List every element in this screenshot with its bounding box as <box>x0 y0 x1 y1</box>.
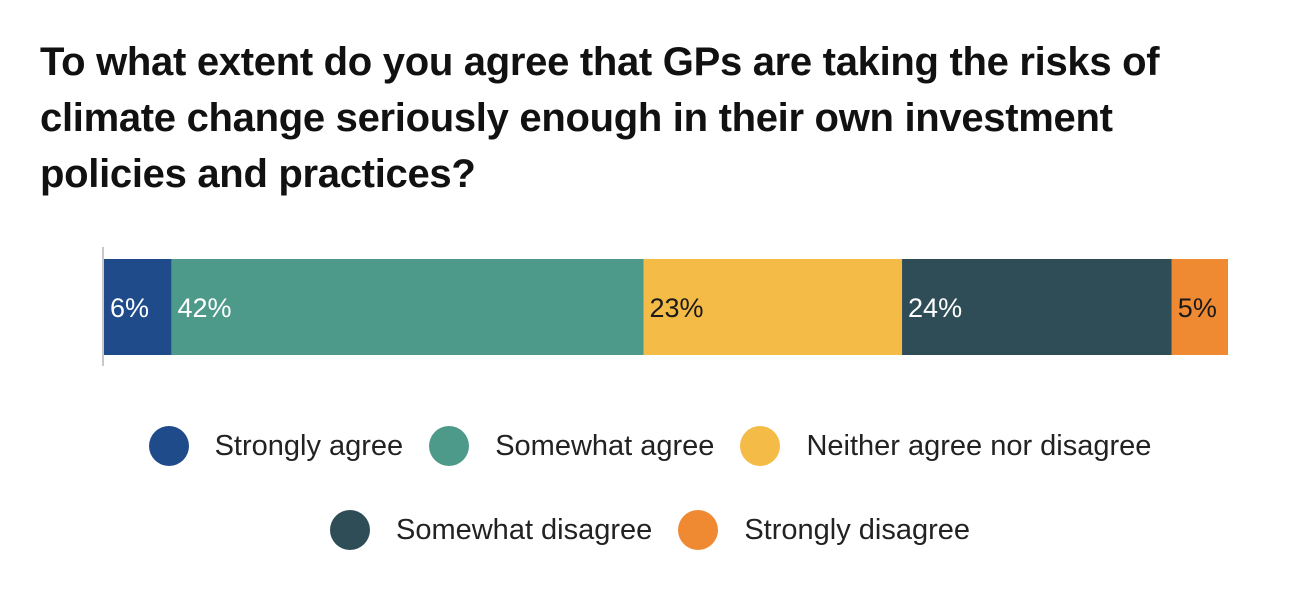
bar-segment-strongly-disagree <box>1171 259 1228 355</box>
legend-label: Strongly disagree <box>744 513 970 546</box>
chart-title: To what extent do you agree that GPs are… <box>40 40 1160 196</box>
bar-segment-somewhat-disagree <box>902 259 1172 355</box>
bar-segment-neither-agree-nor-disagree <box>643 259 903 355</box>
legend-label: Neither agree nor disagree <box>806 429 1152 462</box>
legend-item-somewhat-disagree: Somewhat disagree <box>329 510 653 550</box>
legend-item-neither-agree-nor-disagree: Neither agree nor disagree <box>740 426 1151 466</box>
data-label-somewhat-disagree: 24% <box>908 293 962 323</box>
data-label-strongly-agree: 6% <box>110 293 149 323</box>
legend-swatch-icon <box>678 510 719 550</box>
legend-item-somewhat-agree: Somewhat agree <box>429 426 714 466</box>
legend-label: Strongly agree <box>214 429 404 462</box>
data-label-neither-agree-nor-disagree: 23% <box>650 293 704 323</box>
legend-swatch-icon <box>740 426 781 466</box>
legend-row-1: Strongly agree Somewhat agree Neither agre… <box>0 426 1300 466</box>
data-label-somewhat-agree: 42% <box>177 293 231 323</box>
legend-item-strongly-disagree: Strongly disagree <box>678 510 970 550</box>
data-label-strongly-disagree: 5% <box>1178 293 1217 323</box>
legend-swatch-icon <box>429 426 470 466</box>
legend-label: Somewhat agree <box>495 429 715 462</box>
bar-segment-strongly-agree <box>104 259 172 355</box>
bar-segment-somewhat-agree <box>171 259 644 355</box>
legend-label: Somewhat disagree <box>395 513 653 546</box>
legend-swatch-icon <box>329 510 370 550</box>
legend-item-strongly-agree: Strongly agree <box>148 426 404 466</box>
legend-swatch-icon <box>148 426 189 466</box>
stacked-bar-group: 6% 42% 23% 24% 5% <box>104 259 1228 355</box>
legend-row-2: Somewhat disagree Strongly disagree <box>0 510 1300 550</box>
